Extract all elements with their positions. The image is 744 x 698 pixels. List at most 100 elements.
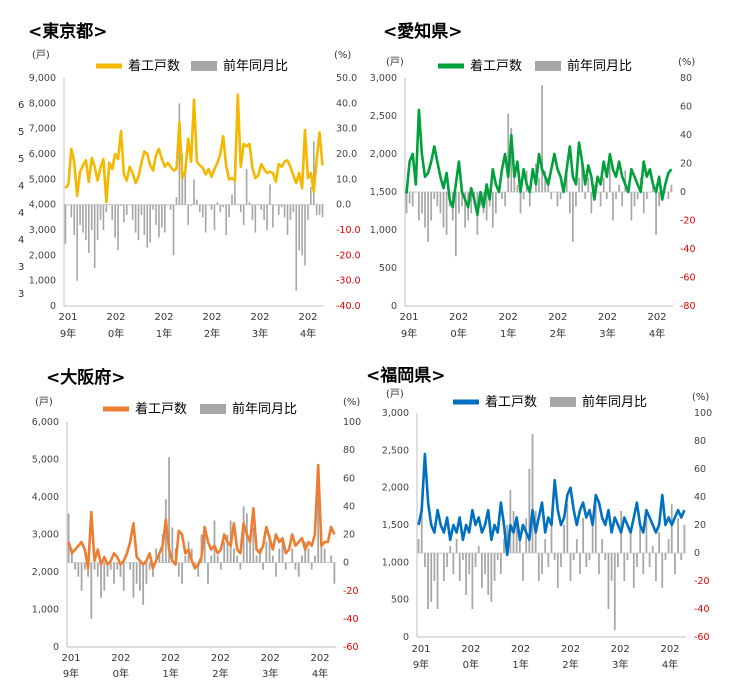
yoy-bar (129, 562, 132, 570)
yoy-bar (623, 553, 626, 581)
yoy-bar (516, 184, 519, 192)
right-axis-unit: (%) (678, 57, 695, 68)
yoy-bar (93, 562, 96, 570)
yoy-bar (550, 192, 553, 200)
right-tick-label: 20 (680, 159, 692, 170)
yoy-bar (262, 562, 264, 570)
yoy-bar (103, 562, 106, 591)
left-axis-unit: (戸) (32, 49, 50, 61)
yoy-bar (585, 553, 588, 567)
yoy-bar (544, 170, 547, 192)
yoy-bar (190, 548, 193, 563)
x-tick-label: 201 (61, 653, 80, 664)
yoy-bar (280, 204, 283, 208)
yoy-bar (307, 548, 310, 563)
left-tick-label: 3,000 (370, 73, 397, 84)
yoy-bar (158, 555, 161, 563)
left-tick-label: 2,500 (382, 445, 409, 456)
yoy-bar (225, 204, 227, 236)
yoy-bar (454, 192, 457, 257)
left-tick-label: 8,000 (29, 98, 56, 109)
yoy-bar (598, 553, 600, 574)
right-tick-label: 20 (343, 530, 355, 541)
yoy-bar (519, 192, 522, 214)
yoy-bar (134, 204, 137, 233)
yoy-bar (458, 192, 460, 214)
x-tick-label: 0年 (463, 658, 479, 671)
right-tick-label: -30.0 (336, 276, 361, 287)
yoy-bar (304, 541, 307, 563)
right-tick-label: -60 (343, 642, 359, 653)
left-tick-label: 6,000 (32, 417, 59, 428)
yoy-bar (158, 204, 160, 238)
yoy-bar (537, 553, 540, 581)
yoy-bar (443, 553, 445, 581)
right-tick-label: 0 (343, 558, 349, 569)
right-tick-label: 40 (680, 130, 692, 141)
yoy-bar (605, 192, 608, 200)
yoy-bar (461, 192, 463, 207)
yoy-bar (93, 204, 96, 268)
left-tick-label: 4,000 (32, 492, 59, 503)
yoy-bar (544, 539, 547, 553)
yoy-bar (87, 562, 89, 577)
yoy-bar (219, 204, 222, 213)
left-tick-label: 3,000 (29, 225, 56, 236)
left-tick-label: 0 (50, 301, 56, 312)
x-tick-label: 0年 (113, 667, 129, 680)
left-tick-label: 2,000 (370, 149, 397, 160)
yoy-bar (252, 527, 255, 563)
yoy-bar (510, 127, 513, 192)
yoy-bar (251, 204, 254, 220)
left-tick-label: 500 (379, 263, 397, 274)
left-tick-label: 2,000 (382, 483, 409, 494)
left-tick-label: 500 (391, 595, 409, 606)
yoy-bar (680, 553, 683, 560)
x-tick-label: 3年 (262, 667, 278, 680)
x-tick-label: 3年 (612, 658, 628, 671)
yoy-bar (509, 490, 512, 553)
yoy-bar (481, 553, 483, 588)
yoy-bar (269, 184, 271, 205)
yoy-bar (152, 204, 154, 210)
right-tick-label: 80 (343, 445, 355, 456)
yoy-bar (630, 192, 633, 221)
x-tick-label: 202 (461, 644, 480, 655)
yoy-bar (330, 555, 333, 563)
yoy-bar (181, 562, 183, 584)
yoy-bar (418, 192, 420, 221)
yoy-bar (184, 555, 187, 563)
yoy-bar (193, 179, 195, 205)
yoy-bar (499, 553, 502, 574)
stray-axis-label: 5 (18, 127, 24, 138)
x-tick-label: 202 (611, 644, 630, 655)
yoy-bar (135, 562, 138, 584)
yoy-bar (216, 555, 219, 563)
x-tick-label: 202 (561, 644, 580, 655)
yoy-bar (439, 192, 442, 214)
yoy-bar (575, 192, 577, 207)
yoy-bar (587, 177, 590, 192)
stray-axis-label: 3 (18, 289, 24, 300)
yoy-bar (281, 541, 284, 563)
yoy-bar (90, 562, 93, 619)
yoy-bar (645, 511, 648, 553)
yoy-bar (504, 192, 506, 207)
left-tick-label: 1,500 (382, 520, 409, 531)
yoy-bar (563, 525, 566, 553)
yoy-bar (584, 192, 587, 200)
yoy-bar (171, 527, 174, 563)
yoy-bar (445, 192, 448, 235)
yoy-bar (231, 194, 233, 205)
yoy-bar (148, 562, 151, 570)
right-tick-label: 40 (694, 492, 706, 503)
yoy-bar (222, 204, 225, 208)
yoy-bar (452, 553, 455, 574)
yoy-bar (79, 204, 81, 225)
yoy-bar (601, 539, 604, 553)
yoy-bar (321, 204, 324, 218)
yoy-bar (310, 186, 312, 205)
legend-bar-label: 前年同月比 (223, 58, 288, 74)
yoy-bar (120, 204, 122, 206)
yoy-bar (639, 525, 641, 553)
